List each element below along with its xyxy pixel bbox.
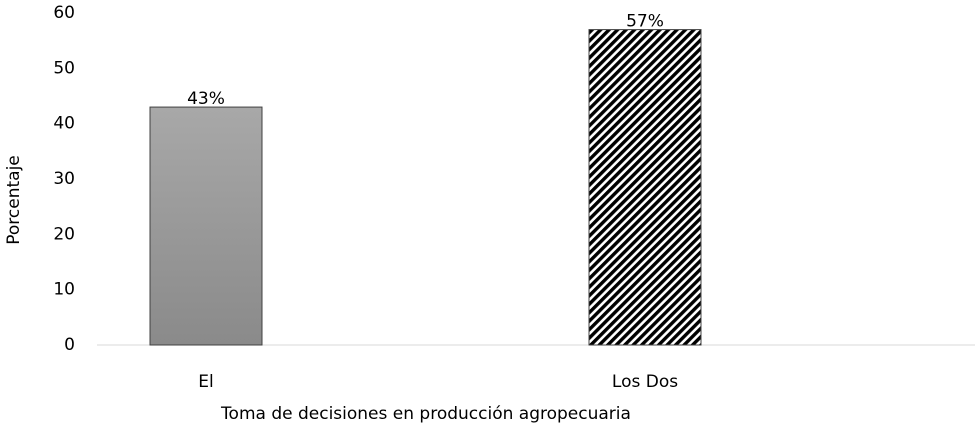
- y-tick-label: 60: [53, 3, 75, 23]
- bar: [588, 29, 702, 346]
- bar: [149, 106, 263, 346]
- x-tick-label: El: [198, 372, 213, 392]
- data-label: 43%: [187, 89, 225, 109]
- y-tick-label: 0: [64, 335, 75, 355]
- y-tick-label: 10: [53, 280, 75, 300]
- y-axis-label: Porcentaje: [4, 155, 24, 245]
- y-tick-label: 40: [53, 114, 75, 134]
- y-tick-label: 30: [53, 169, 75, 189]
- x-axis-label: Toma de decisiones en producción agropec…: [220, 404, 631, 424]
- x-tick-label: Los Dos: [612, 372, 678, 392]
- y-tick-label: 20: [53, 224, 75, 244]
- data-label: 57%: [626, 12, 664, 32]
- y-tick-label: 50: [53, 58, 75, 78]
